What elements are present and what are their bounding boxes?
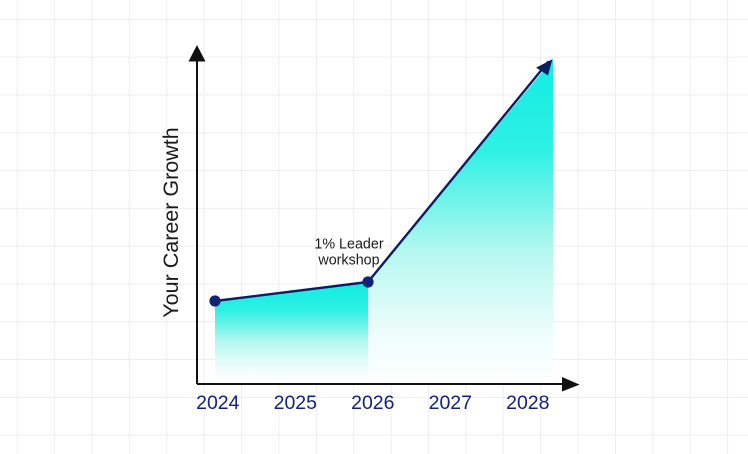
svg-text:2025: 2025	[274, 392, 318, 414]
svg-text:2028: 2028	[506, 392, 549, 414]
svg-text:Your Career Growth: Your Career Growth	[159, 127, 183, 317]
svg-text:1% Leader: 1% Leader	[314, 237, 383, 253]
svg-text:2024: 2024	[196, 392, 240, 414]
svg-text:2026: 2026	[351, 392, 394, 414]
svg-text:workshop: workshop	[317, 252, 379, 268]
svg-text:2027: 2027	[429, 392, 472, 414]
